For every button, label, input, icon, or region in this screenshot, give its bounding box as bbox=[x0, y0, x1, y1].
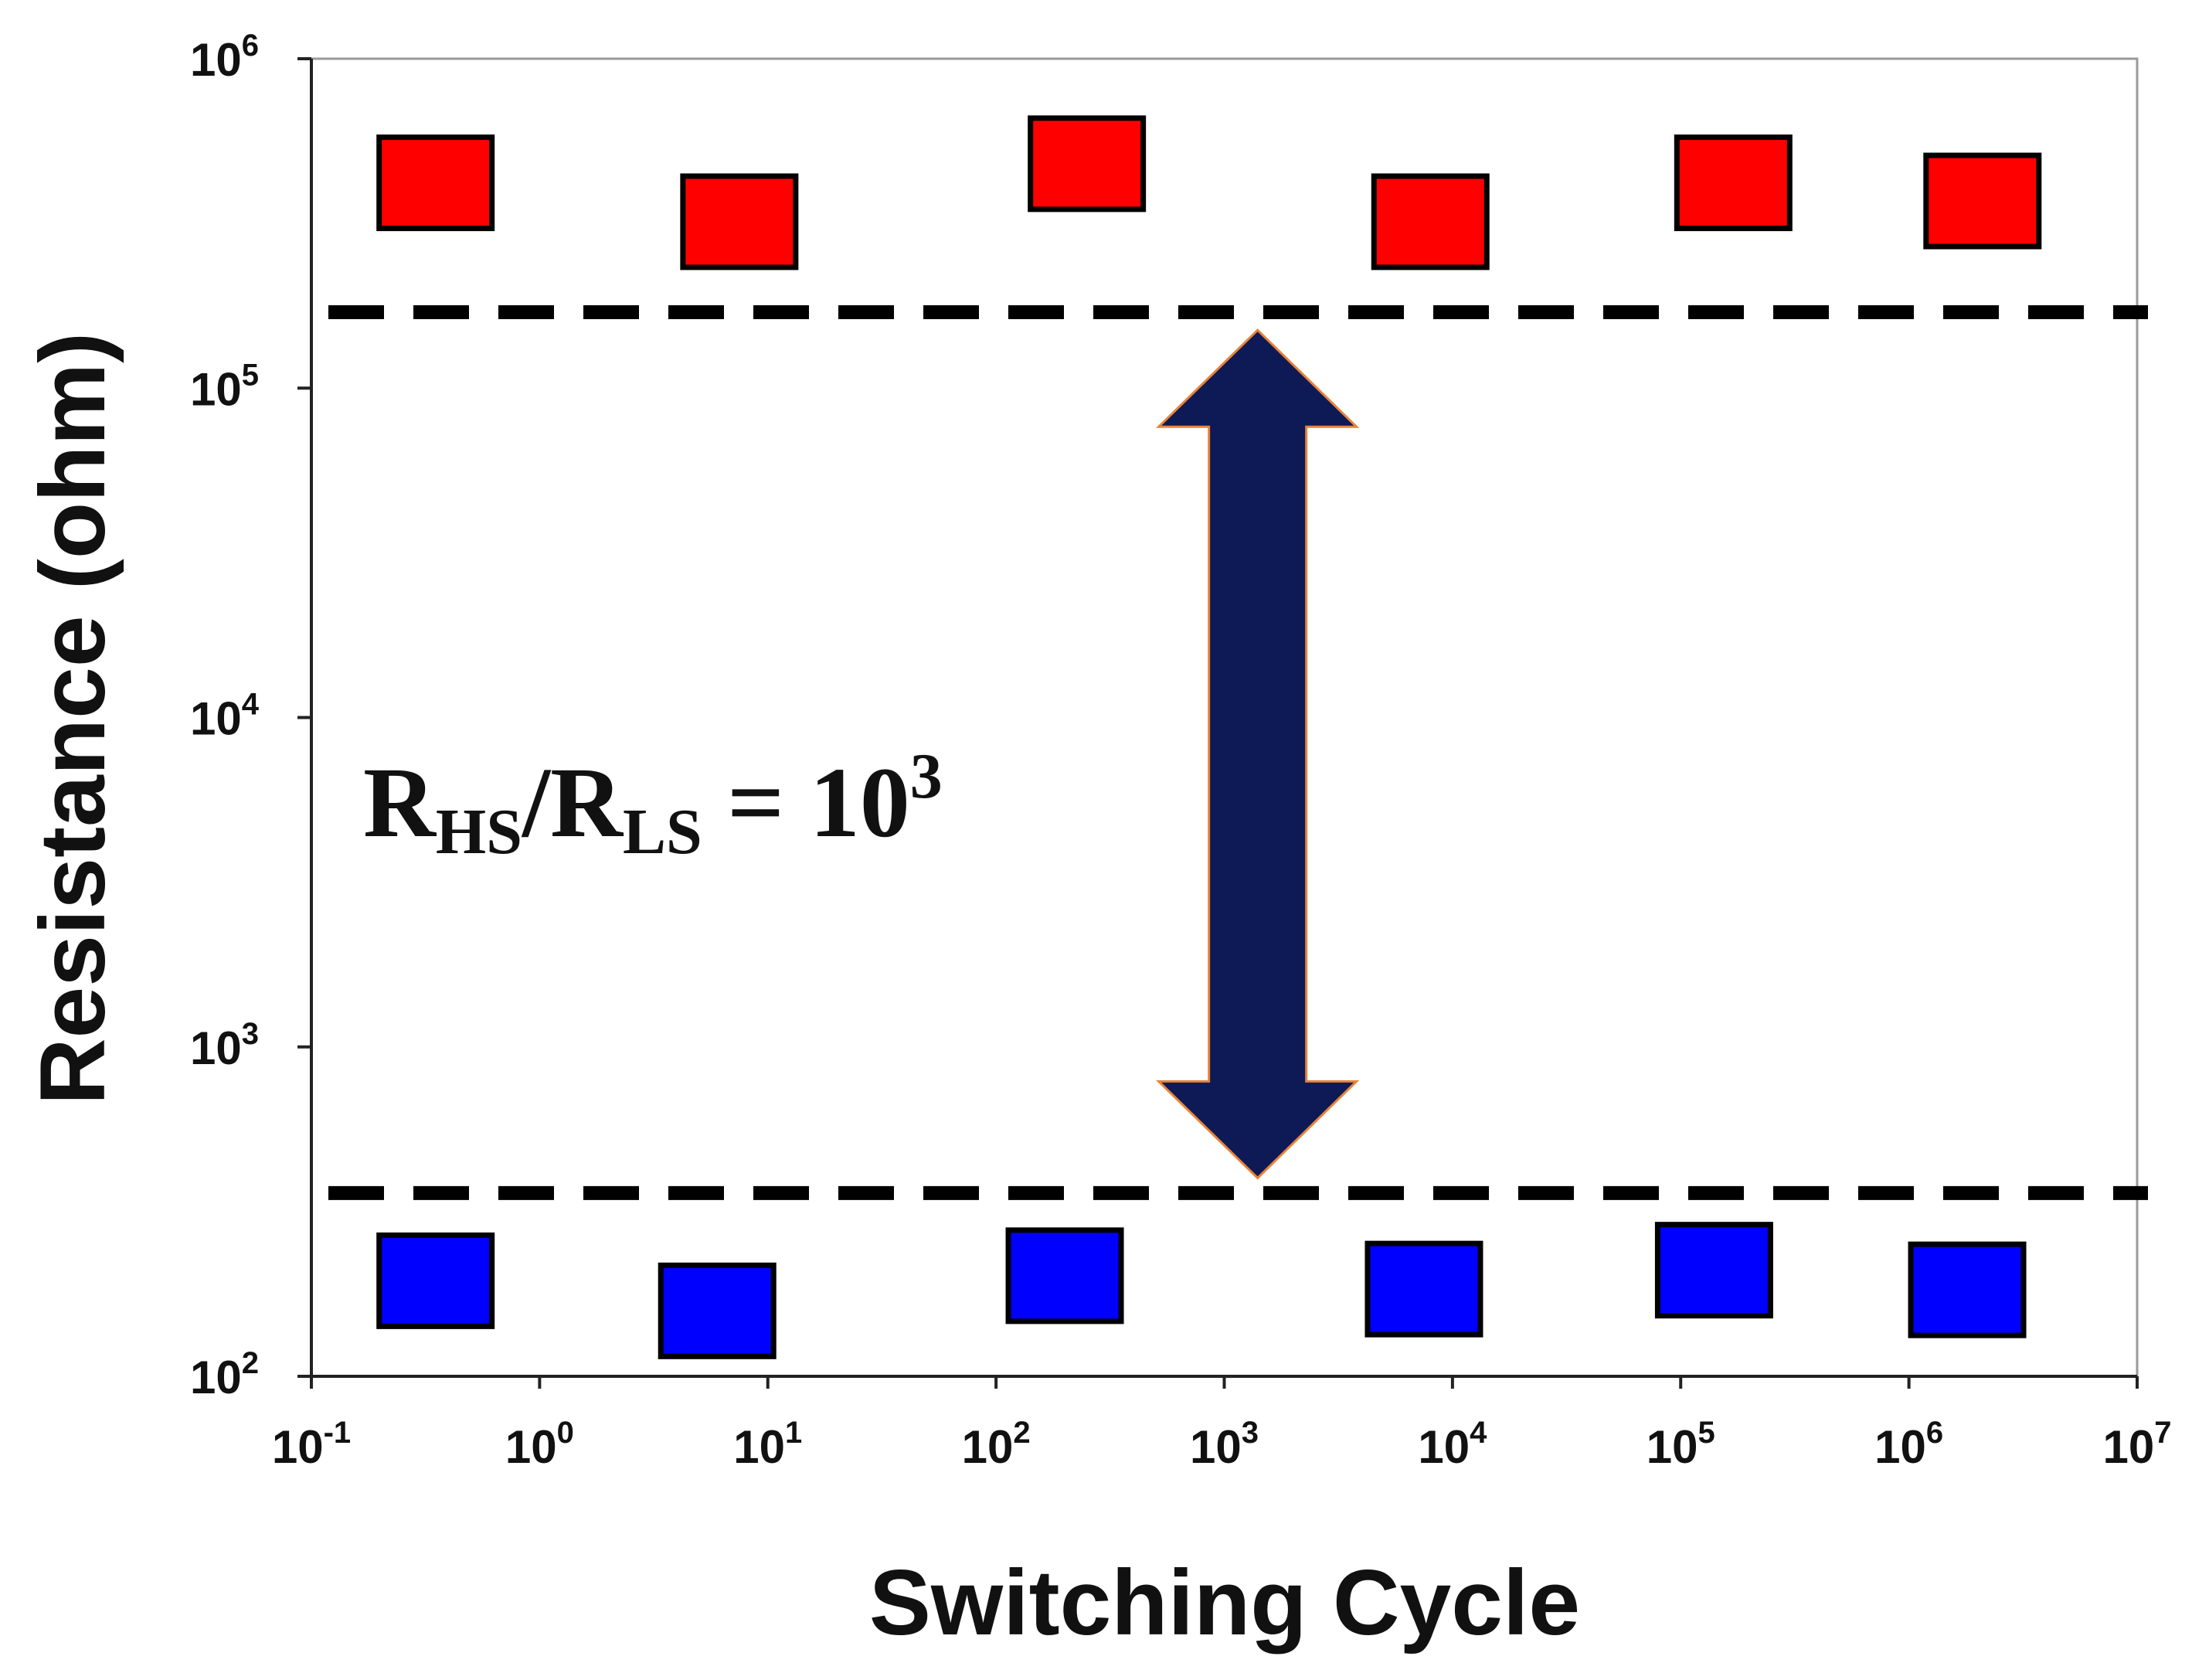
x-tick-base: 10 bbox=[1190, 1421, 1242, 1473]
x-tick-exponent: 2 bbox=[1013, 1416, 1030, 1450]
x-tick-label: 103 bbox=[1190, 1416, 1259, 1473]
ratio-sub-ls: LS bbox=[623, 796, 702, 868]
high-state-point bbox=[1674, 134, 1793, 232]
threshold-lines bbox=[328, 305, 2148, 1200]
x-tick-label: 10-1 bbox=[272, 1416, 351, 1473]
high-state-point bbox=[680, 173, 799, 270]
x-tick-exponent: 6 bbox=[1926, 1416, 1943, 1450]
low-state-point bbox=[1005, 1227, 1124, 1325]
x-tick-label: 101 bbox=[733, 1416, 802, 1473]
low-state-point bbox=[658, 1262, 777, 1359]
x-tick-base: 10 bbox=[962, 1421, 1014, 1473]
y-tick-base: 10 bbox=[190, 1352, 242, 1403]
low-state-point bbox=[1654, 1222, 1773, 1319]
y-tick-label: 102 bbox=[190, 1346, 259, 1403]
x-tick-base: 10 bbox=[1874, 1421, 1926, 1473]
y-tick-base: 10 bbox=[190, 363, 242, 415]
low-state-point bbox=[1908, 1241, 2027, 1338]
x-tick-label: 107 bbox=[2103, 1416, 2172, 1473]
low-state-point bbox=[376, 1232, 495, 1329]
x-tick-base: 10 bbox=[1647, 1421, 1698, 1473]
data-points bbox=[376, 115, 2042, 1359]
ratio-arrow bbox=[1155, 328, 1360, 1180]
x-tick-label: 104 bbox=[1418, 1416, 1487, 1473]
x-tick-exponent: 0 bbox=[557, 1416, 574, 1450]
x-tick-label: 106 bbox=[1874, 1416, 1943, 1473]
x-tick-label: 102 bbox=[962, 1416, 1031, 1473]
x-tick-base: 10 bbox=[1418, 1421, 1470, 1473]
y-tick-exponent: 6 bbox=[242, 29, 259, 63]
ratio-base: 10 bbox=[810, 747, 910, 859]
high-state-point bbox=[1923, 152, 2042, 250]
axis-ticks: 10-1 100 101 102 103 104 105 106 107102103104105… bbox=[190, 29, 2172, 1473]
high-state-point bbox=[1028, 115, 1147, 213]
y-axis-title: Resistance (ohm) bbox=[21, 332, 124, 1105]
y-tick-exponent: 5 bbox=[242, 358, 259, 392]
ratio-r-hs: R bbox=[363, 747, 437, 859]
x-tick-exponent: 3 bbox=[1242, 1416, 1259, 1450]
y-tick-base: 10 bbox=[190, 34, 242, 86]
double-headed-arrow bbox=[1155, 328, 1360, 1180]
x-tick-label: 105 bbox=[1647, 1416, 1715, 1473]
x-tick-exponent: 1 bbox=[785, 1416, 802, 1450]
x-tick-exponent: 7 bbox=[2154, 1416, 2171, 1450]
y-tick-base: 10 bbox=[190, 1022, 242, 1074]
x-tick-exponent: 4 bbox=[1470, 1416, 1487, 1450]
y-tick-base: 10 bbox=[190, 693, 242, 745]
ratio-exponent: 3 bbox=[910, 740, 943, 812]
x-axis-title: Switching Cycle bbox=[869, 1551, 1580, 1654]
y-tick-label: 105 bbox=[190, 358, 259, 415]
x-tick-base: 10 bbox=[505, 1421, 557, 1473]
y-tick-label: 106 bbox=[190, 29, 259, 86]
x-tick-label: 100 bbox=[505, 1416, 574, 1473]
x-tick-base: 10 bbox=[733, 1421, 785, 1473]
x-tick-exponent: 5 bbox=[1698, 1416, 1715, 1450]
y-tick-label: 104 bbox=[190, 688, 260, 745]
ratio-equals: = bbox=[702, 747, 810, 859]
ratio-annotation: RHS/RLS = 103 bbox=[363, 740, 943, 868]
x-tick-exponent: -1 bbox=[324, 1416, 352, 1450]
x-tick-base: 10 bbox=[2103, 1421, 2155, 1473]
ratio-sub-hs: HS bbox=[436, 796, 522, 868]
ratio-r-ls: R bbox=[550, 747, 624, 859]
y-tick-label: 103 bbox=[190, 1017, 259, 1074]
y-tick-exponent: 3 bbox=[242, 1017, 259, 1051]
y-tick-exponent: 4 bbox=[242, 688, 260, 722]
x-tick-base: 10 bbox=[272, 1421, 324, 1473]
high-state-point bbox=[1371, 173, 1490, 270]
y-tick-exponent: 2 bbox=[242, 1346, 259, 1380]
low-state-point bbox=[1364, 1240, 1483, 1338]
ratio-slash: / bbox=[521, 747, 552, 859]
high-state-point bbox=[376, 134, 495, 232]
